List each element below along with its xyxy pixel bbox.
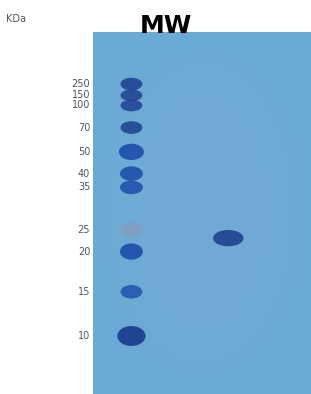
Text: 50: 50 bbox=[78, 147, 90, 157]
Ellipse shape bbox=[119, 144, 144, 160]
Ellipse shape bbox=[121, 285, 142, 299]
Text: 40: 40 bbox=[78, 169, 90, 178]
Ellipse shape bbox=[120, 166, 143, 181]
Text: MW: MW bbox=[140, 14, 193, 38]
Ellipse shape bbox=[121, 89, 142, 101]
Text: 10: 10 bbox=[78, 331, 90, 341]
Ellipse shape bbox=[121, 121, 142, 134]
Text: 25: 25 bbox=[78, 225, 90, 235]
Ellipse shape bbox=[213, 230, 244, 246]
Text: 35: 35 bbox=[78, 182, 90, 192]
Text: 100: 100 bbox=[72, 100, 90, 110]
Text: 150: 150 bbox=[72, 90, 90, 100]
Ellipse shape bbox=[121, 100, 142, 112]
Ellipse shape bbox=[117, 326, 146, 346]
Text: 250: 250 bbox=[72, 79, 90, 89]
Bar bbox=[93, 32, 311, 394]
Text: 20: 20 bbox=[78, 247, 90, 256]
Ellipse shape bbox=[121, 223, 142, 237]
Text: 70: 70 bbox=[78, 123, 90, 132]
Ellipse shape bbox=[121, 78, 142, 91]
Ellipse shape bbox=[120, 243, 143, 260]
Ellipse shape bbox=[120, 180, 143, 194]
Text: 15: 15 bbox=[78, 287, 90, 297]
Text: KDa: KDa bbox=[6, 14, 26, 24]
